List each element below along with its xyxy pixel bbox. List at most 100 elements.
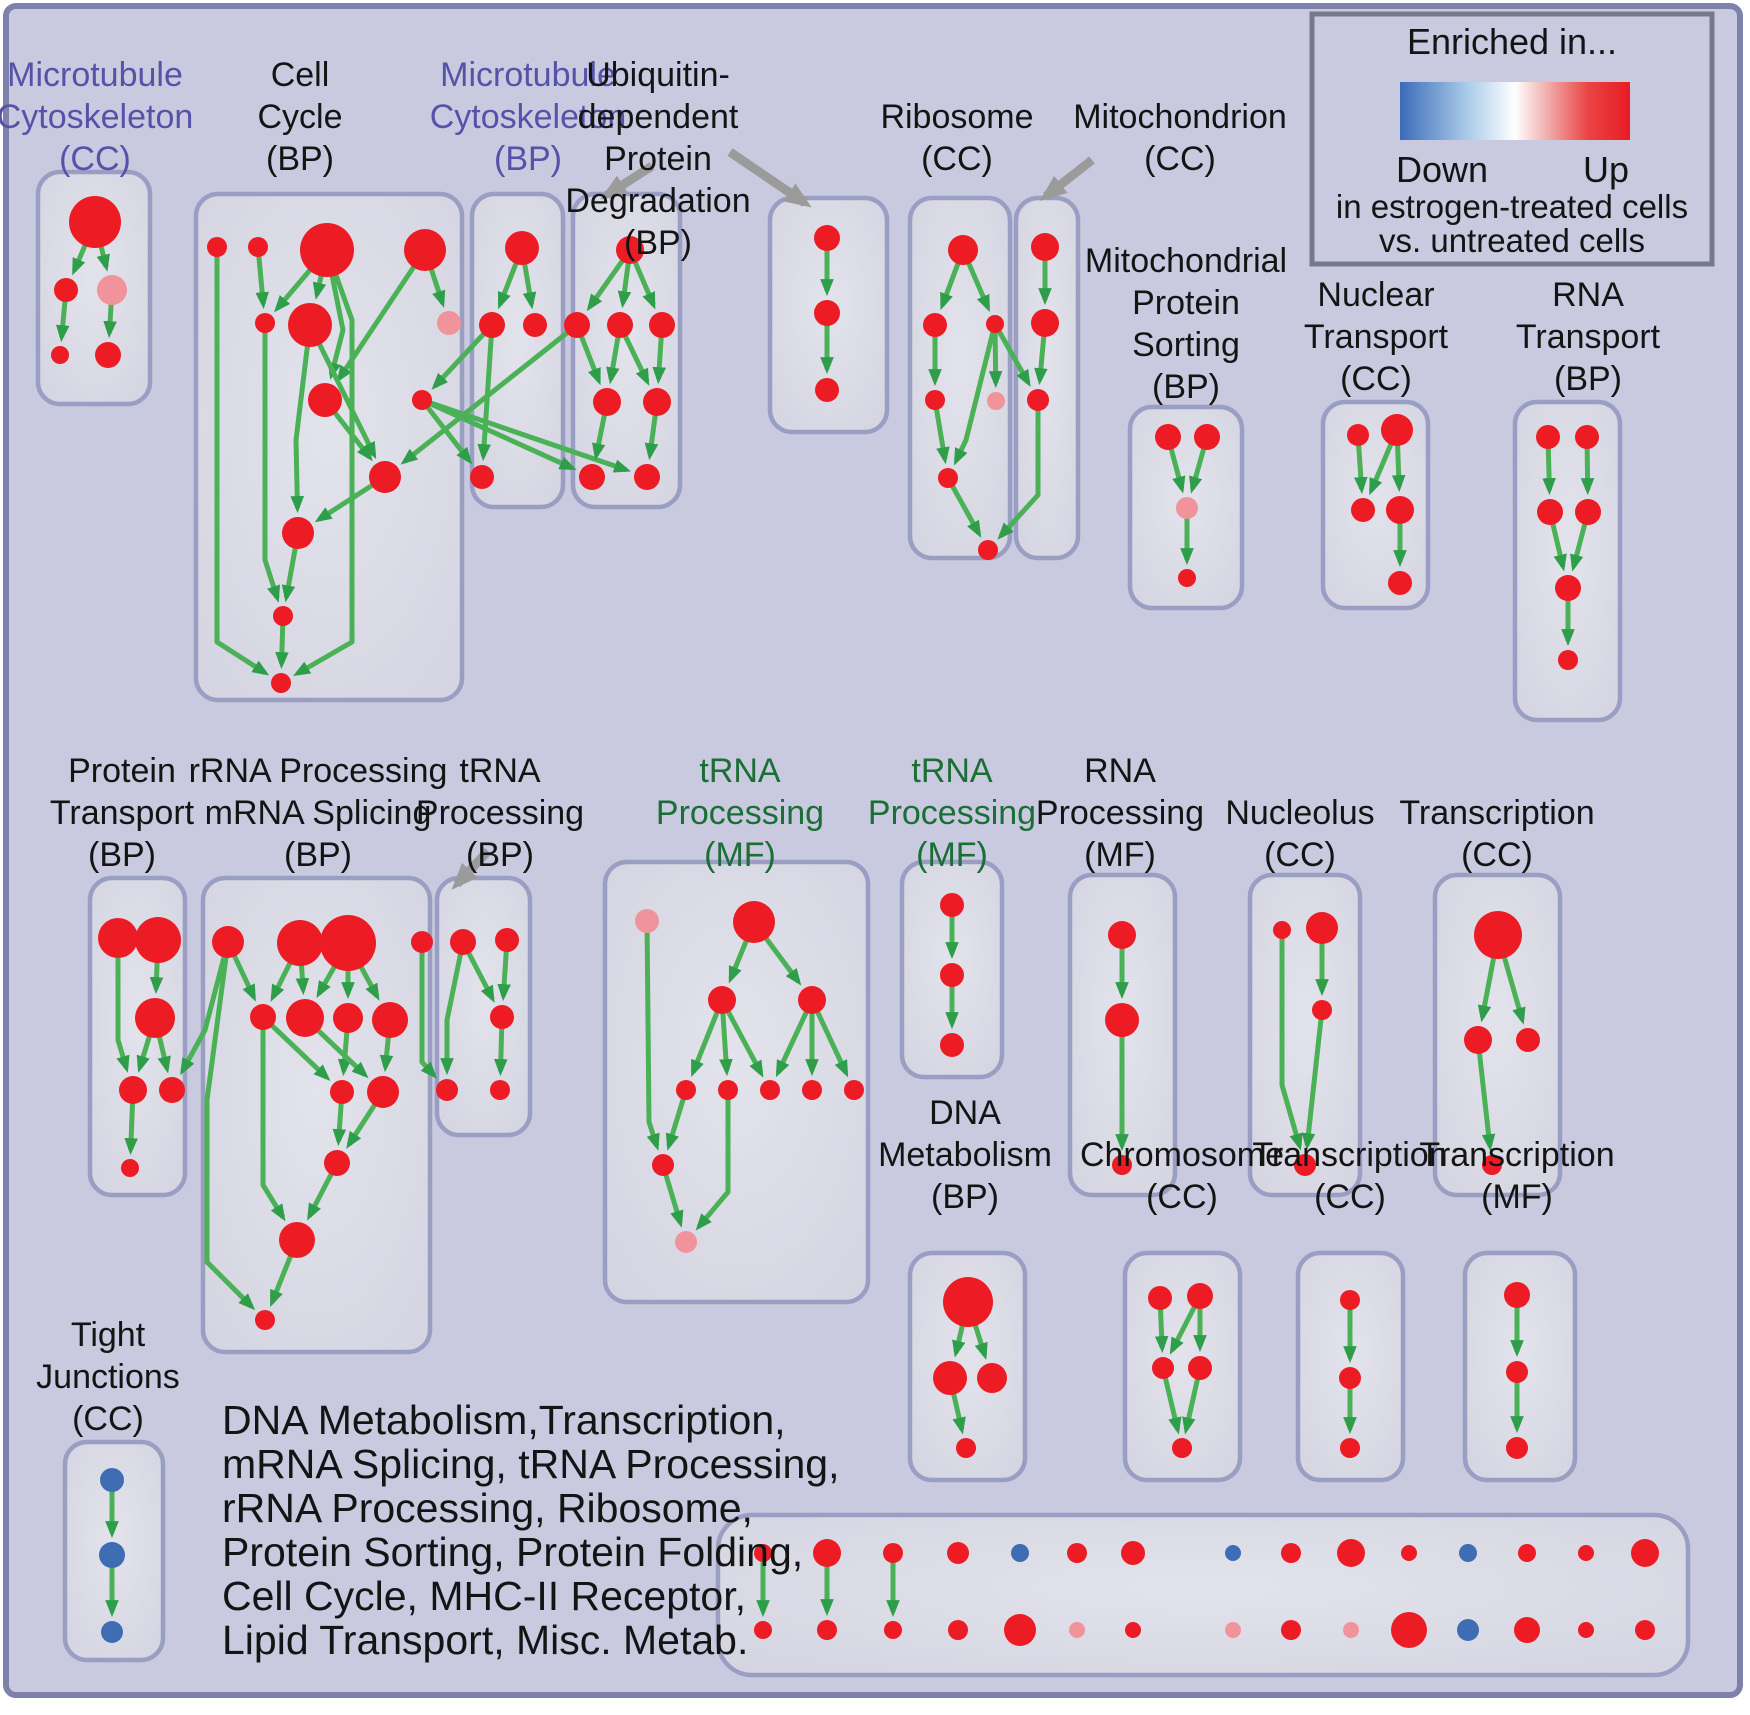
cluster-box-dna-metabolism: [907, 1250, 1028, 1483]
go-term-node-red: [579, 464, 605, 490]
edge: [324, 249, 346, 380]
go-term-node-red: [1273, 921, 1291, 939]
legend-gradient-bar: [1400, 82, 1630, 140]
go-term-node-red: [324, 1150, 350, 1176]
go-term-node-red: [817, 1620, 837, 1640]
microtubule-cc-label: Cytoskeleton: [0, 98, 193, 136]
nuclear-transport-label: Nuclear: [1317, 276, 1434, 314]
cluster-box-transcription-cc-low: [1295, 1250, 1406, 1483]
go-term-node-red: [212, 926, 244, 958]
go-term-node-blue: [1011, 1544, 1029, 1562]
go-term-node-red: [884, 1621, 902, 1639]
go-term-node-red: [1347, 424, 1369, 446]
go-term-node-red: [1306, 912, 1338, 944]
cluster-box-chromosome: [1122, 1250, 1243, 1483]
go-term-node-red: [978, 540, 998, 560]
go-term-node-pink: [1225, 1622, 1241, 1638]
ubiquitin-label: Protein: [604, 140, 712, 178]
edge: [293, 249, 355, 677]
edge: [400, 323, 579, 465]
go-term-node-red: [479, 312, 505, 338]
go-term-node-red: [1339, 1367, 1361, 1389]
rna-processing-mf-label: RNA: [1084, 752, 1156, 790]
go-term-node-red: [1578, 1622, 1594, 1638]
trna-mf-large-label: tRNA: [699, 752, 781, 790]
rna-transport-label: RNA: [1552, 276, 1624, 314]
go-term-node-red: [1578, 1545, 1594, 1561]
go-term-node-red: [815, 378, 839, 402]
go-term-node-red: [255, 1310, 275, 1330]
protein-transport-label: Transport: [50, 794, 195, 832]
edge: [992, 322, 1031, 388]
go-term-node-red: [977, 1363, 1007, 1393]
tight-junctions-label: (CC): [72, 1400, 144, 1438]
edge: [440, 941, 466, 1076]
go-term-node-red: [95, 342, 121, 368]
rrna-mrna-label: mRNA Splicing: [205, 794, 432, 832]
ribosome-label: Ribosome: [880, 98, 1033, 136]
go-term-node-red: [1575, 425, 1599, 449]
mixed-clusters-note: Lipid Transport, Misc. Metab.: [222, 1617, 748, 1663]
legend-subtitle: in estrogen-treated cells: [1336, 188, 1688, 225]
transcription-cc-mid-label: Transcription: [1399, 794, 1594, 832]
go-term-node-red: [676, 1080, 696, 1100]
go-term-node-red: [947, 1542, 969, 1564]
ubiquitin-label: Degradation: [565, 182, 750, 220]
go-term-node-red: [330, 1080, 354, 1104]
go-term-node-red: [1152, 1357, 1174, 1379]
go-term-node-pink: [1176, 497, 1198, 519]
go-term-node-red: [1474, 911, 1522, 959]
go-term-node-red: [1125, 1622, 1141, 1638]
cluster-box-microtubule-bp: [469, 191, 566, 510]
mixed-clusters-note: DNA Metabolism,Transcription,: [222, 1397, 786, 1443]
go-term-node-red: [1178, 569, 1196, 587]
go-term-node-red: [250, 1004, 276, 1030]
ubiquitin-label: (BP): [624, 224, 692, 262]
ribosome-label: (CC): [921, 140, 993, 178]
transcription-cc-low-label: Transcription: [1252, 1136, 1447, 1174]
go-term-node-red: [255, 313, 275, 333]
go-term-node-red: [1067, 1543, 1087, 1563]
dna-metabolism-label: Metabolism: [878, 1136, 1052, 1174]
edge: [214, 247, 270, 676]
trna-bp-label: tRNA: [459, 752, 541, 790]
mitochondrion-pointer-arrow: [1039, 156, 1095, 201]
transcription-cc-mid-label: (CC): [1461, 836, 1533, 874]
go-term-node-red: [135, 917, 181, 963]
go-term-node-red: [925, 390, 945, 410]
go-term-node-red: [1340, 1438, 1360, 1458]
go-term-node-red: [367, 1076, 399, 1108]
go-term-node-red: [948, 1620, 968, 1640]
go-term-node-red: [279, 1222, 315, 1258]
cell-cycle-label: (BP): [266, 140, 334, 178]
edge: [420, 398, 473, 465]
cluster-box-microtubule-cc: [35, 169, 153, 407]
go-term-node-red: [411, 931, 433, 953]
go-term-node-red: [814, 300, 840, 326]
go-term-node-red: [1281, 1620, 1301, 1640]
go-term-node-red: [1294, 1154, 1316, 1176]
edge: [260, 1017, 286, 1222]
go-term-node-red: [1108, 921, 1136, 949]
mito-sorting-label: (BP): [1152, 368, 1220, 406]
trna-mf-small-label: (MF): [916, 836, 988, 874]
go-term-node-red: [1004, 1614, 1036, 1646]
go-term-node-red: [986, 315, 1004, 333]
nucleolus-label: (CC): [1264, 836, 1336, 874]
go-term-node-red: [1631, 1539, 1659, 1567]
go-term-node-blue: [1457, 1619, 1479, 1641]
transcription-mf-label: (MF): [1481, 1178, 1553, 1216]
legend-subtitle: vs. untreated cells: [1379, 222, 1645, 259]
go-term-node-red: [1464, 1026, 1492, 1054]
go-term-node-pink: [1069, 1622, 1085, 1638]
go-term-node-blue: [99, 1542, 125, 1568]
go-term-node-red: [940, 893, 964, 917]
edge: [695, 1090, 731, 1231]
go-term-node-red: [505, 231, 539, 265]
cluster-box-mixed-strip: [715, 1512, 1691, 1678]
go-term-node-red: [1635, 1620, 1655, 1640]
go-term-node-red: [1340, 1290, 1360, 1310]
go-term-node-red: [1391, 1612, 1427, 1648]
go-term-node-red: [54, 278, 78, 302]
legend-title: Enriched in...: [1407, 21, 1617, 62]
